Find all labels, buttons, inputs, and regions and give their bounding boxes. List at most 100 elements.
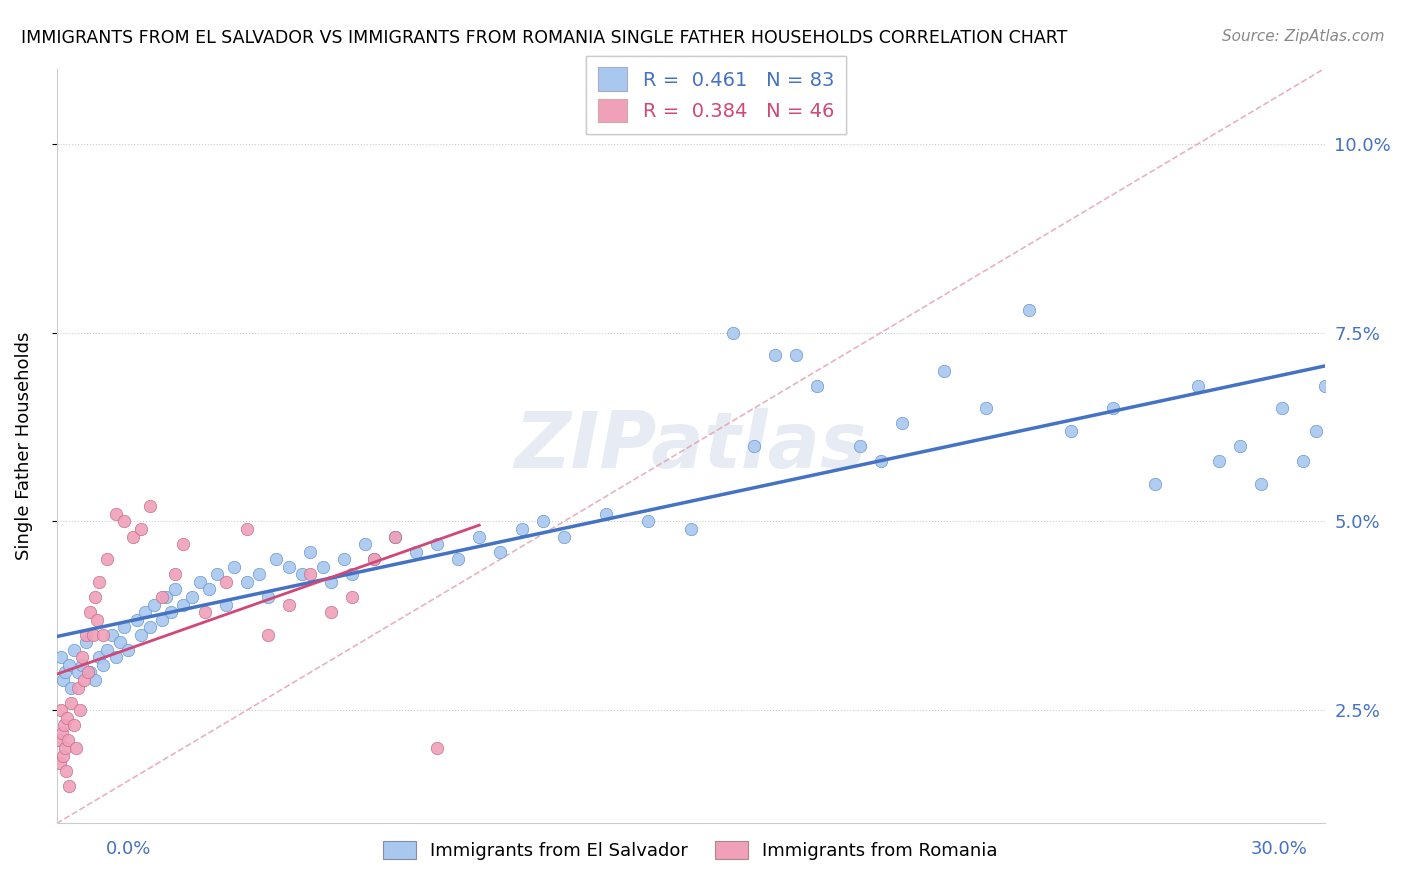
Point [86,613,108,627]
Point [637,515,659,529]
Point [869,454,891,468]
Point [55,764,77,778]
Point [806,378,828,392]
Point [49,650,72,665]
Point [1102,401,1125,416]
Point [49,703,72,717]
Point [291,567,314,582]
Point [108,635,131,649]
Point [405,544,427,558]
Point [48,733,70,747]
Point [66,665,89,680]
Point [117,643,139,657]
Point [172,598,194,612]
Point [342,567,364,582]
Point [510,522,533,536]
Point [785,348,807,362]
Point [60,681,83,695]
Point [150,613,173,627]
Point [763,348,786,362]
Point [75,635,97,649]
Point [257,628,280,642]
Point [426,741,449,756]
Point [96,643,118,657]
Point [83,673,105,687]
Point [129,628,152,642]
Point [447,552,470,566]
Point [100,628,122,642]
Point [82,628,104,642]
Point [75,628,97,642]
Point [1271,401,1294,416]
Point [224,559,246,574]
Text: Source: ZipAtlas.com: Source: ZipAtlas.com [1222,29,1385,44]
Point [188,574,211,589]
Point [70,650,93,665]
Point [384,530,406,544]
Point [321,574,343,589]
Point [134,605,156,619]
Point [299,567,322,582]
Point [52,673,75,687]
Point [69,703,91,717]
Point [180,590,202,604]
Point [65,741,87,756]
Text: IMMIGRANTS FROM EL SALVADOR VS IMMIGRANTS FROM ROMANIA SINGLE FATHER HOUSEHOLDS : IMMIGRANTS FROM EL SALVADOR VS IMMIGRANT… [21,29,1067,46]
Point [79,665,101,680]
Point [163,582,186,597]
Point [53,741,76,756]
Point [679,522,702,536]
Point [58,657,80,672]
Point [489,544,512,558]
Point [1208,454,1230,468]
Point [62,643,84,657]
Y-axis label: Single Father Households: Single Father Households [15,332,32,560]
Point [104,650,127,665]
Point [1250,476,1272,491]
Point [1322,401,1344,416]
Point [51,726,73,740]
Point [848,439,870,453]
Point [87,574,110,589]
Point [73,673,96,687]
Point [278,559,301,574]
Point [79,605,101,619]
Point [934,363,956,377]
Point [1229,439,1251,453]
Point [48,756,70,770]
Point [66,681,89,695]
Point [58,733,80,747]
Point [52,748,75,763]
Point [215,598,238,612]
Point [342,590,364,604]
Point [236,522,259,536]
Point [321,605,343,619]
Point [193,605,215,619]
Point [91,657,114,672]
Point [125,613,148,627]
Text: ZIPatlas: ZIPatlas [515,408,866,484]
Point [890,417,912,431]
Point [1305,424,1327,438]
Point [236,574,259,589]
Point [354,537,377,551]
Point [96,552,118,566]
Point [155,590,177,604]
Point [172,537,194,551]
Point [1144,476,1167,491]
Point [58,779,80,793]
Point [553,530,575,544]
Point [112,515,135,529]
Text: 30.0%: 30.0% [1251,840,1308,858]
Point [205,567,228,582]
Point [278,598,301,612]
Point [70,657,93,672]
Point [91,628,114,642]
Point [142,598,165,612]
Point [53,665,76,680]
Point [468,530,491,544]
Point [112,620,135,634]
Point [197,582,219,597]
Text: 0.0%: 0.0% [105,840,150,858]
Legend: R =  0.461   N = 83, R =  0.384   N = 46: R = 0.461 N = 83, R = 0.384 N = 46 [586,55,845,134]
